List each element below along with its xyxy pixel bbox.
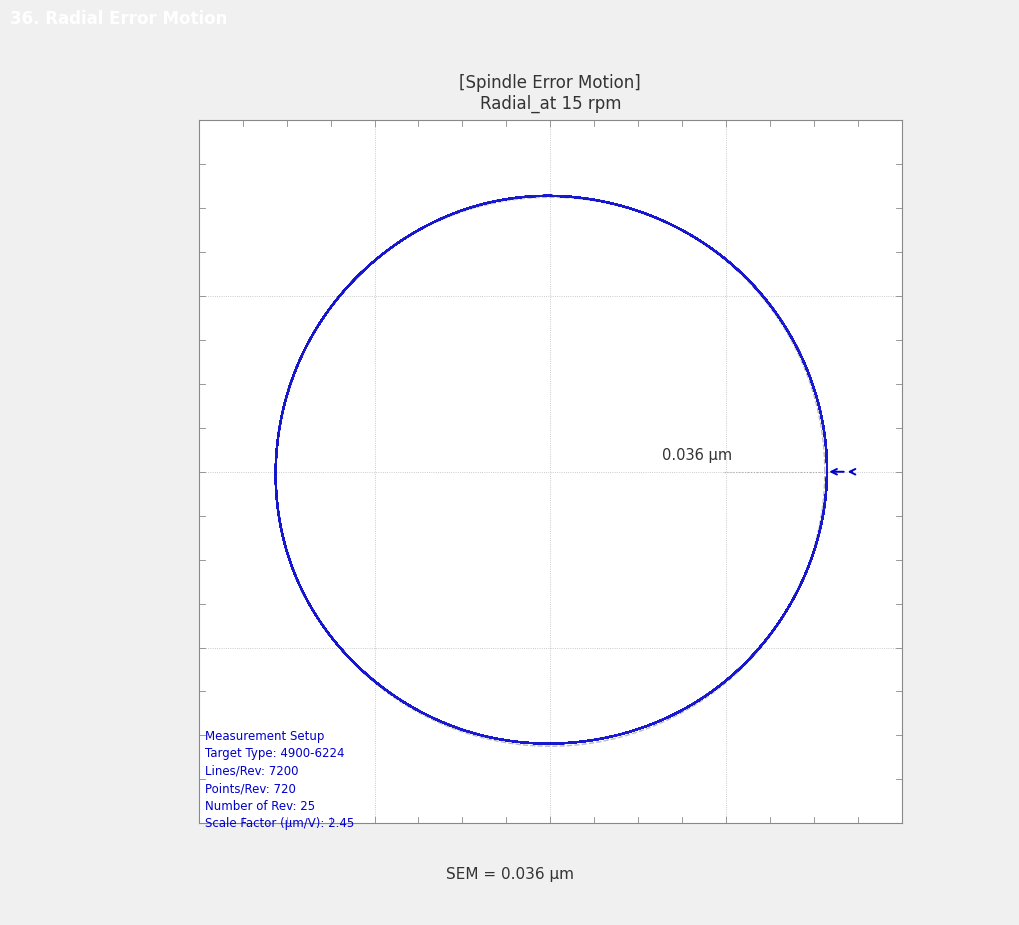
Text: 36. Radial Error Motion: 36. Radial Error Motion <box>10 10 227 29</box>
Title: [Spindle Error Motion]
Radial_at 15 rpm: [Spindle Error Motion] Radial_at 15 rpm <box>460 74 641 114</box>
Text: SEM = 0.036 μm: SEM = 0.036 μm <box>445 867 574 882</box>
Text: 0.036 μm: 0.036 μm <box>662 449 733 463</box>
Text: Measurement Setup
Target Type: 4900-6224
Lines/Rev: 7200
Points/Rev: 720
Number : Measurement Setup Target Type: 4900-6224… <box>206 730 355 830</box>
